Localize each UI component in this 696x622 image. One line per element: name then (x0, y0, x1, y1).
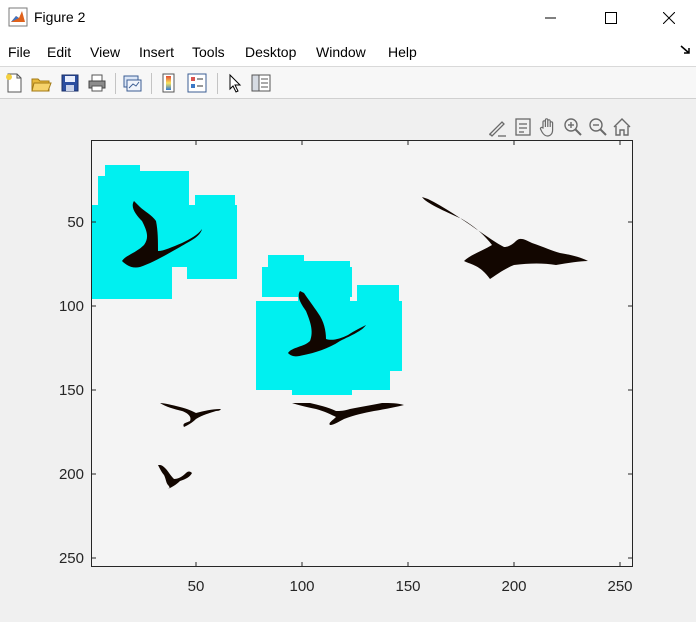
image-display (92, 165, 588, 489)
x-tick-label: 200 (501, 578, 527, 595)
x-tick-label: 250 (607, 578, 633, 595)
data-tips-icon[interactable] (512, 116, 534, 138)
menu-bar: File Edit View Insert Tools Desktop Wind… (0, 36, 696, 66)
edit-plot-arrow-icon[interactable] (224, 72, 246, 94)
zoom-in-icon[interactable] (562, 116, 584, 138)
axis-ticks (91, 140, 633, 567)
menu-file[interactable]: File (8, 44, 31, 60)
highlight-region (92, 165, 237, 299)
save-icon[interactable] (59, 72, 81, 94)
maximize-icon (605, 12, 617, 24)
x-tick-label: 50 (187, 578, 205, 595)
bird-silhouette (288, 291, 366, 357)
bird-silhouette (422, 197, 588, 279)
bird-silhouette (122, 201, 202, 268)
maximize-button[interactable] (588, 0, 634, 36)
dock-arrow-icon[interactable] (680, 44, 692, 56)
x-tick-label: 100 (289, 578, 315, 595)
menu-desktop[interactable]: Desktop (245, 44, 297, 60)
restore-view-home-icon[interactable] (611, 116, 633, 138)
minimize-button[interactable] (528, 0, 574, 36)
matlab-icon (8, 7, 28, 27)
zoom-out-icon[interactable] (587, 116, 609, 138)
y-tick-label: 100 (58, 298, 84, 315)
toolbar-separator (115, 73, 116, 94)
brush-icon[interactable] (486, 116, 508, 138)
pan-hand-icon[interactable] (537, 116, 559, 138)
y-tick-label: 50 (67, 214, 84, 231)
print-icon[interactable] (86, 72, 108, 94)
plot-axes[interactable] (91, 140, 633, 567)
close-icon (663, 12, 675, 24)
menu-tools[interactable]: Tools (192, 44, 225, 60)
property-inspector-icon[interactable] (250, 72, 272, 94)
window-title: Figure 2 (34, 9, 86, 25)
menu-edit[interactable]: Edit (47, 44, 72, 60)
title-bar: Figure 2 (0, 0, 696, 36)
bird-silhouette (160, 403, 221, 427)
toolbar-separator (217, 73, 218, 94)
y-tick-label: 150 (58, 382, 84, 399)
bird-silhouette (292, 403, 404, 425)
x-tick-label: 150 (395, 578, 421, 595)
close-button[interactable] (646, 0, 692, 36)
y-tick-label: 250 (58, 550, 84, 567)
toolbar-separator (151, 73, 152, 94)
menu-insert[interactable]: Insert (139, 44, 175, 60)
new-figure-icon[interactable] (3, 72, 25, 94)
insert-legend-icon[interactable] (186, 72, 208, 94)
menu-window[interactable]: Window (316, 44, 366, 60)
bird-silhouette (158, 465, 192, 489)
figure-toolbar (0, 66, 696, 99)
link-plot-icon[interactable] (121, 72, 143, 94)
menu-view[interactable]: View (90, 44, 121, 60)
y-tick-label: 200 (58, 466, 84, 483)
open-file-icon[interactable] (30, 72, 52, 94)
minimize-icon (545, 17, 556, 19)
highlight-region (256, 255, 402, 395)
insert-colorbar-icon[interactable] (158, 72, 180, 94)
menu-help[interactable]: Help (388, 44, 417, 60)
